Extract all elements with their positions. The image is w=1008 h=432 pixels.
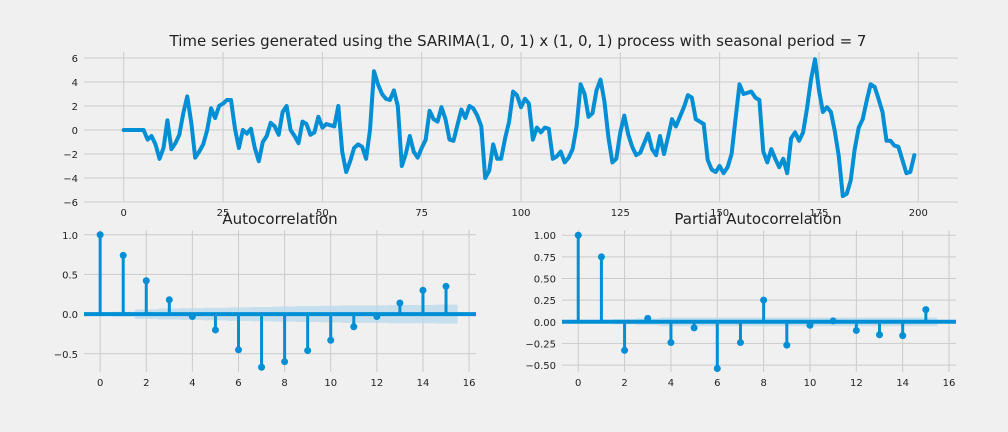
stem-marker [350, 323, 358, 331]
stem-marker [922, 306, 930, 314]
stem-marker [373, 312, 381, 320]
x-tick-label: 8 [760, 378, 766, 389]
x-tick-label: 10 [324, 378, 337, 389]
y-tick-label: −6 [63, 198, 78, 209]
y-tick-label: −0.5 [54, 350, 78, 361]
stem-marker [396, 299, 404, 307]
x-tick-label: 100 [511, 208, 530, 219]
y-tick-label: 4 [72, 78, 78, 89]
stem-marker [211, 326, 219, 334]
acf-plot: Autocorrelation 0 2 4 6 8 10 12 14 16 −0.5 0.0 0.5 1… [54, 210, 476, 389]
stem-marker [876, 331, 884, 339]
y-tick-label: −4 [63, 174, 78, 185]
stem-marker [574, 231, 582, 239]
x-tick-label: 4 [189, 378, 195, 389]
x-tick-label: 4 [668, 378, 674, 389]
x-tick-label: 50 [316, 208, 329, 219]
stem-marker [281, 358, 289, 366]
x-tick-label: 16 [943, 378, 956, 389]
x-tick-label: 10 [804, 378, 817, 389]
stem-marker [419, 286, 427, 294]
stem-marker [852, 326, 860, 334]
stem-marker [829, 317, 837, 325]
x-tick-label: 16 [463, 378, 476, 389]
y-tick-label: 0.0 [62, 310, 78, 321]
x-tick-label: 0 [121, 208, 127, 219]
stem-marker [806, 321, 814, 329]
x-tick-label: 12 [370, 378, 383, 389]
y-tick-label: 1.0 [62, 231, 78, 242]
x-tick-label: 0 [97, 378, 103, 389]
x-tick-label: 150 [710, 208, 729, 219]
x-tick-label: 14 [896, 378, 909, 389]
x-tick-label: 175 [809, 208, 828, 219]
stem-marker [442, 282, 450, 290]
x-tick-label: 0 [575, 378, 581, 389]
stem-marker [119, 251, 127, 259]
y-tick-label: 2 [72, 102, 78, 113]
x-tick-label: 200 [909, 208, 928, 219]
stem-marker [713, 365, 721, 373]
x-tick-label: 125 [611, 208, 630, 219]
y-tick-label: 1.00 [534, 231, 556, 242]
x-tick-label: 6 [714, 378, 720, 389]
stem-marker [736, 339, 744, 347]
y-tick-label: −0.25 [525, 339, 556, 350]
stem-marker [327, 336, 335, 344]
chart-title: Time series generated using the SARIMA(1… [169, 32, 867, 50]
stem-marker [304, 347, 312, 355]
y-tick-label: 0 [72, 126, 78, 137]
stem-marker [258, 363, 266, 371]
x-tick-label: 2 [621, 378, 627, 389]
acf-title: Autocorrelation [222, 210, 337, 228]
pacf-title: Partial Autocorrelation [674, 210, 841, 228]
stem-marker [597, 253, 605, 261]
time-series-plot: Time series generated using the SARIMA(1… [63, 32, 958, 219]
y-tick-label: −2 [63, 150, 78, 161]
stem-marker [96, 231, 104, 239]
stem-marker [188, 312, 196, 320]
stem-marker [760, 296, 768, 304]
series-line [121, 57, 917, 198]
y-tick-label: −0.50 [525, 361, 556, 372]
stem-marker [899, 332, 907, 340]
x-tick-label: 12 [850, 378, 863, 389]
pacf-plot: Partial Autocorrelation 0 2 4 6 8 10 12 14 16 −0.… [525, 210, 956, 389]
stem-marker [234, 346, 242, 354]
x-tick-label: 6 [235, 378, 241, 389]
stem-marker [667, 339, 675, 347]
x-tick-label: 8 [281, 378, 287, 389]
stem-marker [644, 314, 652, 322]
x-tick-label: 25 [217, 208, 230, 219]
stem-marker [690, 324, 698, 332]
y-tick-label: 6 [72, 54, 78, 65]
stem-marker [783, 341, 791, 349]
x-tick-label: 14 [417, 378, 430, 389]
x-tick-label: 75 [415, 208, 428, 219]
x-tick-label: 2 [143, 378, 149, 389]
stem-marker [165, 296, 173, 304]
y-tick-label: 0.50 [534, 274, 556, 285]
stem-marker [142, 277, 150, 285]
y-tick-label: 0.00 [534, 318, 556, 329]
y-tick-label: 0.5 [62, 270, 78, 281]
y-tick-label: 0.25 [534, 296, 556, 307]
y-tick-label: 0.75 [534, 253, 556, 264]
stem-marker [621, 346, 629, 354]
